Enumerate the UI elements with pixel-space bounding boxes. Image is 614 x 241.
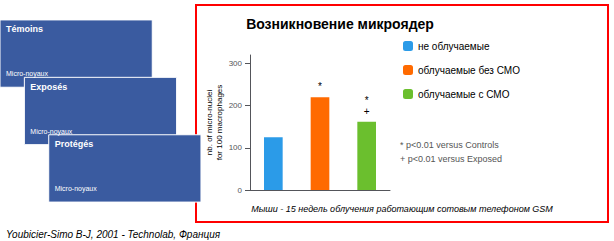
svg-text:200: 200 (229, 101, 243, 110)
svg-text:nb. of micro-nuclei: nb. of micro-nuclei (205, 90, 214, 156)
svg-text:+ p<0.01 versus Exposed: + p<0.01 versus Exposed (400, 154, 502, 164)
svg-text:Возникновение микроядер: Возникновение микроядер (246, 16, 434, 32)
svg-text:Protégés: Protégés (55, 139, 94, 149)
svg-text:Témoins: Témoins (6, 24, 43, 34)
svg-text:не облучаемые: не облучаемые (418, 41, 490, 52)
svg-text:100: 100 (229, 143, 243, 152)
svg-text:Micro-noyaux: Micro-noyaux (30, 128, 73, 136)
svg-text:+: + (364, 106, 370, 117)
svg-text:Micro-noyaux: Micro-noyaux (55, 185, 98, 193)
svg-text:Exposés: Exposés (30, 82, 67, 92)
svg-text:300: 300 (229, 59, 243, 68)
svg-text:Youbicier-Simo B-J, 2001 - Tec: Youbicier-Simo B-J, 2001 - Technolab, Фр… (6, 229, 221, 240)
svg-text:for 100 macrophages: for 100 macrophages (215, 85, 224, 161)
svg-text:*: * (318, 81, 322, 92)
svg-text:Micro-noyaux: Micro-noyaux (6, 70, 49, 78)
svg-text:облучаемые без СМО: облучаемые без СМО (418, 65, 520, 76)
svg-text:облучаемые с СМО: облучаемые с СМО (418, 89, 510, 100)
svg-text:* p<0.01 versus Controls: * p<0.01 versus Controls (400, 140, 499, 150)
svg-text:*: * (365, 95, 369, 106)
svg-text:Мыши - 15 недель облучения раб: Мыши - 15 недель облучения работающим со… (251, 204, 553, 214)
svg-text:0: 0 (238, 186, 243, 195)
